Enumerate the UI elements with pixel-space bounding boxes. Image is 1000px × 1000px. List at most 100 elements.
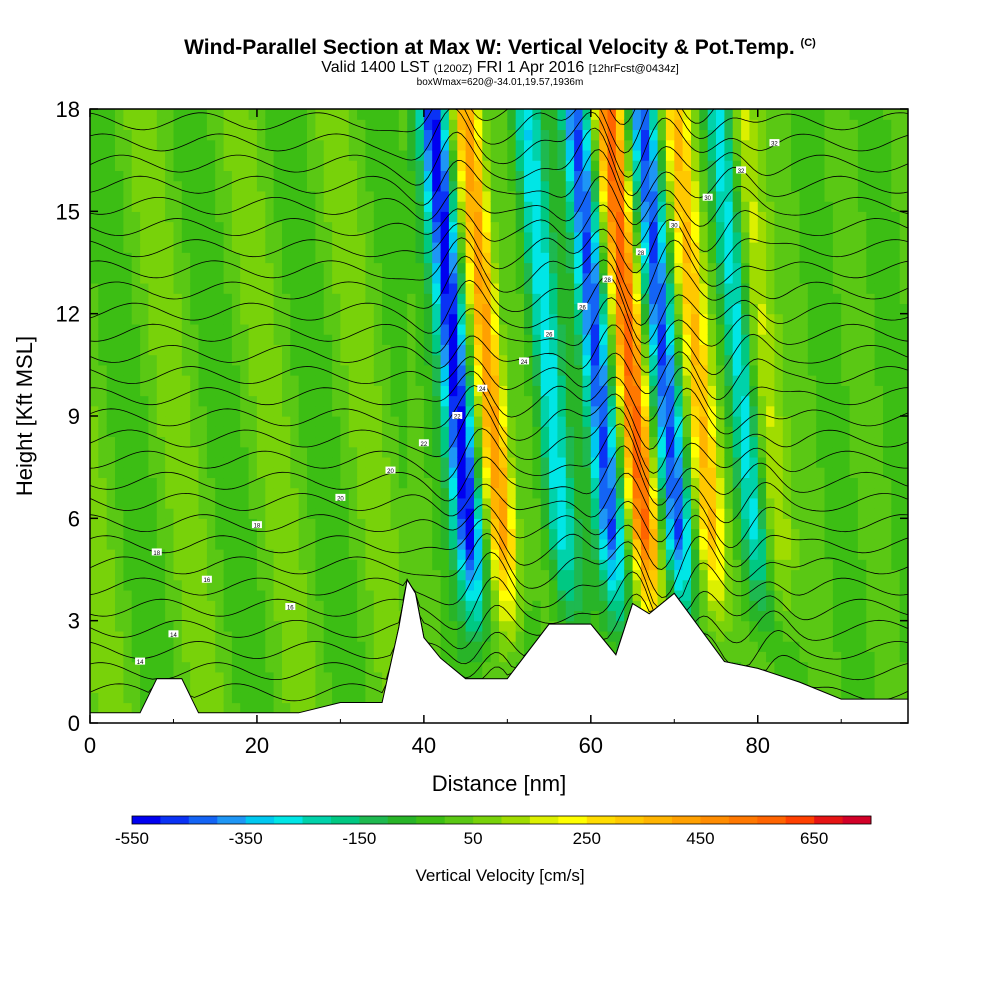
heat-cell <box>474 344 483 356</box>
heat-cell <box>499 180 508 192</box>
heat-cell <box>632 221 642 233</box>
heat-cell <box>582 323 592 335</box>
heat-cell <box>766 252 776 264</box>
heat-cell <box>106 221 116 233</box>
heat-cell <box>699 211 709 223</box>
heat-cell <box>348 436 358 448</box>
heat-cell <box>206 528 216 540</box>
heat-cell <box>365 252 375 264</box>
heat-cell <box>741 405 751 417</box>
heat-cell <box>757 416 767 427</box>
heat-cell <box>457 190 467 202</box>
heat-cell <box>724 180 734 192</box>
heat-cell <box>532 109 542 120</box>
heat-cell <box>231 692 241 704</box>
heat-cell <box>465 416 475 427</box>
heat-cell <box>398 221 408 233</box>
heat-cell <box>206 610 216 622</box>
heat-cell <box>398 375 408 386</box>
heat-cell <box>315 426 325 438</box>
heat-cell <box>173 262 183 274</box>
heat-cell <box>774 170 784 182</box>
heat-cell <box>607 313 617 325</box>
heat-cell <box>590 579 600 591</box>
heat-cell <box>774 467 784 479</box>
heat-cell <box>524 508 533 519</box>
heat-cell <box>524 364 533 376</box>
heat-cell <box>290 620 300 632</box>
heat-cell <box>106 323 116 335</box>
heat-cell <box>181 262 191 274</box>
heat-cell <box>123 692 133 704</box>
heat-cell <box>582 119 592 131</box>
heat-cell <box>256 303 266 315</box>
heat-cell <box>549 119 559 131</box>
heat-cell <box>691 231 700 243</box>
heat-cell <box>649 139 659 151</box>
heat-cell <box>549 313 559 325</box>
heat-cell <box>348 242 358 253</box>
heat-cell <box>348 283 358 294</box>
heat-cell <box>115 354 124 366</box>
heat-cell <box>549 477 559 489</box>
heat-cell <box>724 549 734 560</box>
heat-cell <box>674 487 684 499</box>
heat-cell <box>691 221 700 233</box>
heat-cell <box>691 569 700 581</box>
heat-cell <box>173 221 183 233</box>
heat-cell <box>440 528 450 540</box>
valid-date: FRI 1 Apr 2016 <box>476 59 585 76</box>
heat-cell <box>173 497 183 509</box>
heat-cell <box>140 692 150 704</box>
heat-cell <box>115 283 124 294</box>
heat-cell <box>507 405 517 417</box>
heat-cell <box>540 620 550 632</box>
heat-cell <box>766 610 776 622</box>
heat-cell <box>465 313 475 325</box>
heat-cell <box>357 641 367 652</box>
heat-cell <box>265 190 275 202</box>
heat-cell <box>724 528 734 540</box>
heat-cell <box>632 160 642 172</box>
heat-cell <box>181 395 191 407</box>
heat-cell <box>524 641 533 652</box>
heat-cell <box>390 508 400 519</box>
heat-cell <box>198 252 208 264</box>
heat-cell <box>515 190 525 202</box>
heat-cell <box>165 242 175 253</box>
heat-cell <box>115 518 124 530</box>
heat-cell <box>490 456 500 468</box>
heat-cell <box>181 190 191 202</box>
heat-cell <box>390 549 400 560</box>
heat-cell <box>465 231 475 243</box>
heat-cell <box>223 487 233 499</box>
heat-cell <box>465 559 475 571</box>
heat-cell <box>282 446 291 458</box>
heat-cell <box>248 610 258 622</box>
heat-cell <box>499 569 508 581</box>
heat-cell <box>565 446 575 458</box>
heat-cell <box>357 610 367 622</box>
heat-cell <box>599 303 609 315</box>
heat-cell <box>240 252 250 264</box>
heat-cell <box>457 211 467 223</box>
heat-cell <box>774 569 784 581</box>
heat-cell <box>757 323 767 335</box>
heat-cell <box>298 436 308 448</box>
heat-cell <box>490 242 500 253</box>
heat-cell <box>115 395 124 407</box>
heat-cell <box>215 508 225 519</box>
heat-cell <box>657 149 667 161</box>
heat-cell <box>665 487 675 499</box>
heat-cell <box>549 303 559 315</box>
heat-cell <box>382 313 392 325</box>
heat-cell <box>181 528 191 540</box>
heat-cell <box>240 497 250 509</box>
heat-cell <box>165 139 175 151</box>
heat-cell <box>724 456 734 468</box>
heat-cell <box>173 170 183 182</box>
heat-cell <box>607 477 617 489</box>
heat-cell <box>749 487 759 499</box>
heat-cell <box>206 518 216 530</box>
heat-cell <box>357 180 367 192</box>
